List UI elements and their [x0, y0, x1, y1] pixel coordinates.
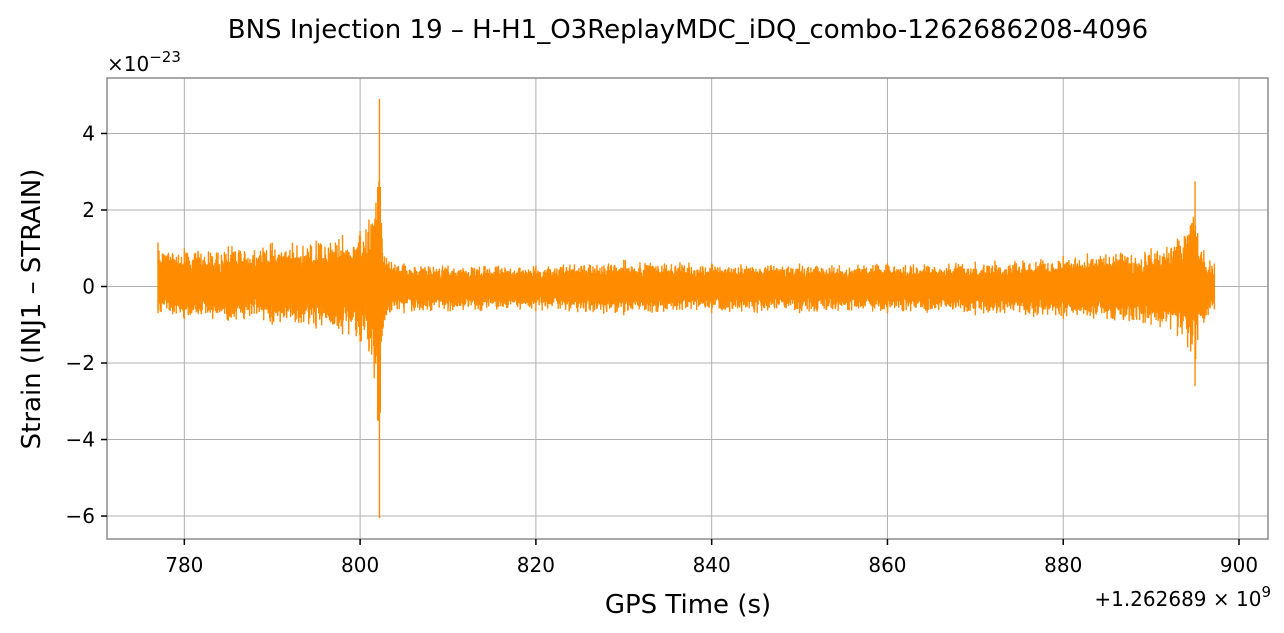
x-offset-label: +1.262689 × 109	[1094, 583, 1271, 611]
y-scale-label: ×10−23	[107, 48, 181, 76]
y-tick-label: 2	[82, 198, 95, 222]
y-tick-label: −6	[66, 504, 95, 528]
x-offset-exponent: 9	[1261, 583, 1271, 601]
y-axis-label: Strain (INJ1 – STRAIN)	[17, 169, 47, 450]
plot-frame	[106, 77, 1269, 540]
y-tick-label: −4	[66, 428, 95, 452]
x-tick-label: 780	[165, 553, 203, 577]
x-tick-label: 900	[1220, 553, 1258, 577]
svg-text:×10−23: ×10−23	[107, 48, 181, 76]
chart-title: BNS Injection 19 – H-H1_O3ReplayMDC_iDQ_…	[228, 15, 1148, 45]
ticks	[101, 132, 1240, 545]
y-scale-multiplier: ×10	[107, 52, 149, 76]
y-tick-label: 0	[82, 275, 95, 299]
x-tick-label: 800	[341, 553, 379, 577]
x-tick-label: 820	[517, 553, 555, 577]
strain-line	[157, 99, 1216, 518]
tick-labels: 780 800 820 840 860 880 900 −6 −4 −2 0 2 4	[66, 121, 1259, 577]
series-strain	[157, 99, 1216, 518]
y-tick-label: 4	[82, 121, 95, 145]
x-tick-label: 860	[868, 553, 906, 577]
y-tick-label: −2	[66, 351, 95, 375]
x-axis-label: GPS Time (s)	[605, 590, 771, 620]
svg-text:+1.262689 × 109: +1.262689 × 109	[1094, 583, 1271, 611]
x-offset-value: +1.262689 × 10	[1094, 587, 1261, 611]
x-tick-label: 880	[1044, 553, 1082, 577]
x-tick-label: 840	[693, 553, 731, 577]
y-scale-exponent: −23	[149, 48, 181, 66]
